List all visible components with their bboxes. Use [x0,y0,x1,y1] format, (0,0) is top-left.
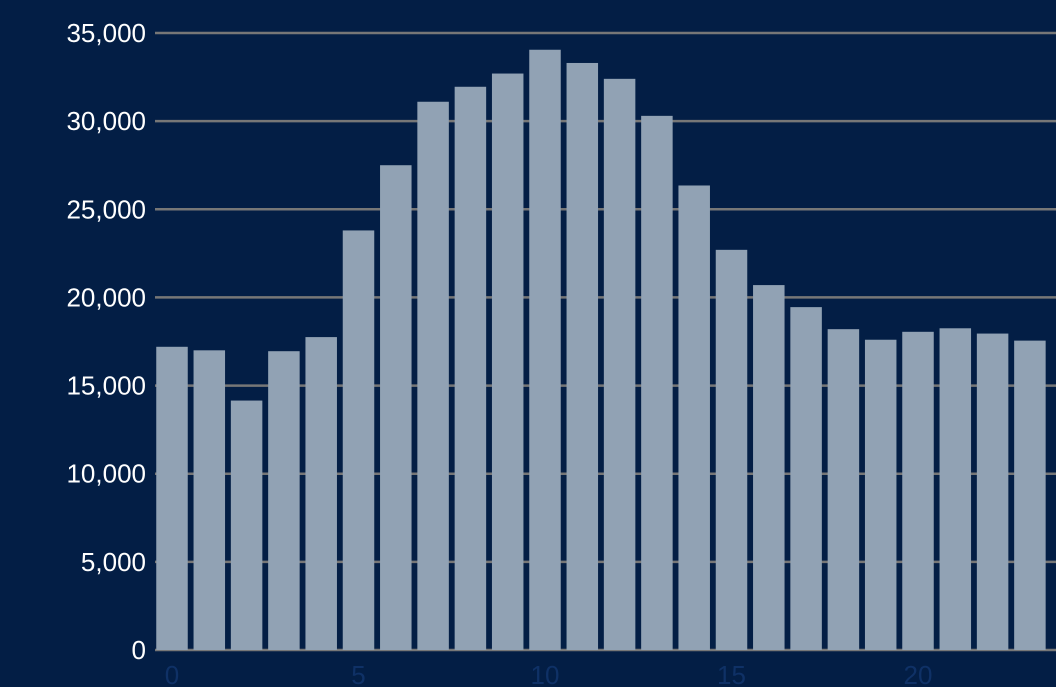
bar [529,49,561,651]
bar [678,185,710,651]
y-axis-ticks: 0 5,000 10,000 15,000 20,000 25,000 30,0… [66,18,146,665]
bar [603,78,636,650]
bar [342,230,375,650]
y-tick-label: 10,000 [66,459,146,489]
bar [230,400,263,650]
y-tick-label: 25,000 [66,194,146,224]
bar [566,62,599,651]
bar [902,331,934,650]
bar [790,307,822,650]
y-tick-label: 35,000 [66,18,146,48]
bar [827,329,860,650]
bar [454,86,487,650]
bar [641,115,673,650]
x-tick-label: 20 [904,660,933,687]
y-tick-label: 15,000 [66,371,146,401]
bar [939,328,972,650]
y-tick-label: 30,000 [66,106,146,136]
x-tick-label: 5 [351,660,365,687]
bar [976,333,1009,650]
x-tick-label: 0 [165,660,179,687]
bar [715,249,748,650]
bar [268,351,300,650]
y-tick-label: 5,000 [81,547,146,577]
bar [491,73,524,650]
bar [305,337,337,650]
bar [193,350,226,650]
bars [156,49,1046,651]
bar [1014,340,1046,650]
bar [864,339,897,650]
y-tick-label: 0 [132,635,146,665]
bar [417,101,449,651]
y-tick-label: 20,000 [66,282,146,312]
x-tick-label: 10 [531,660,560,687]
x-tick-label: 15 [717,660,746,687]
bar [156,346,188,650]
bar [380,165,412,650]
x-axis-ticks: 0 5 10 15 20 [165,660,933,687]
bar [753,285,785,650]
